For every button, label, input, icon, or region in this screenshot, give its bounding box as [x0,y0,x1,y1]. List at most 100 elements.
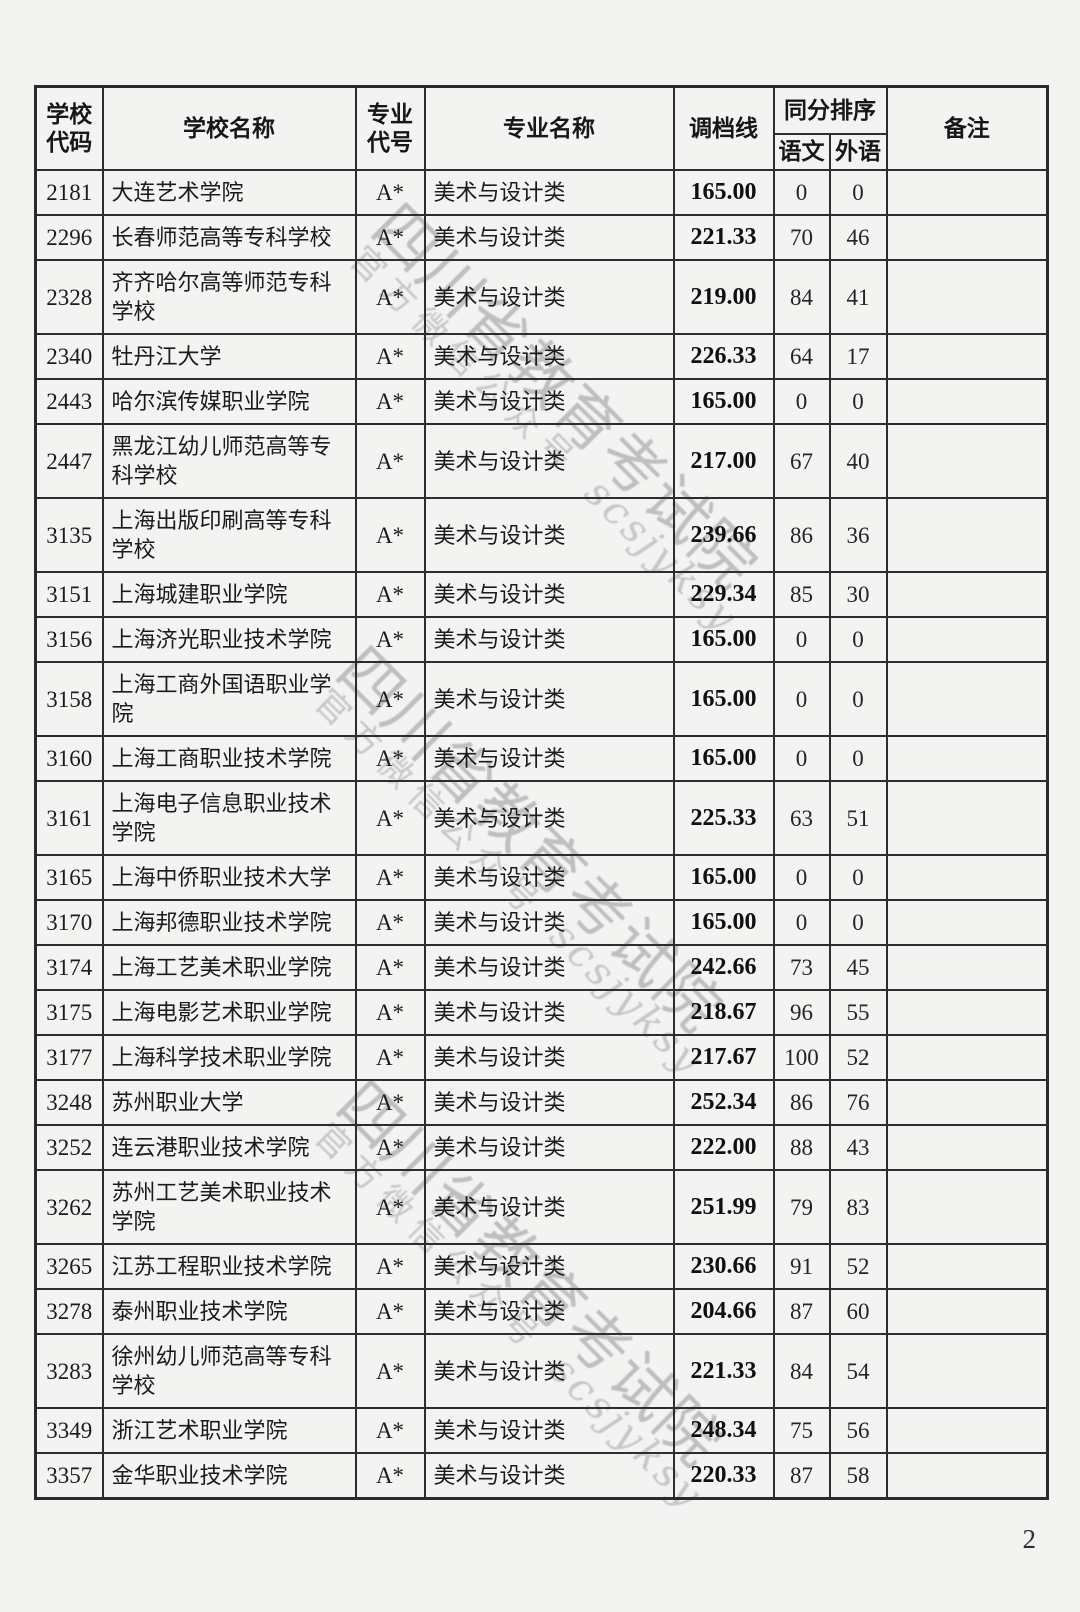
cell-foreign-rank: 55 [828,989,888,1036]
cell-major-name: 美术与设计类 [423,735,675,782]
cell-major-code: A* [354,497,426,573]
cell-school-name: 上海电子信息职业技术学院 [101,780,357,856]
cell-cutoff-score: 221.33 [672,214,775,261]
cell-remark [885,1124,1049,1171]
table-row: 2296 长春师范高等专科学校 A* 美术与设计类 221.33 70 46 [34,214,1049,261]
cell-major-name: 美术与设计类 [423,1124,675,1171]
cell-major-name: 美术与设计类 [423,1407,675,1454]
cell-chinese-rank: 85 [772,571,831,618]
cell-school-name: 长春师范高等专科学校 [101,214,357,261]
cell-chinese-rank: 67 [772,423,831,499]
table-row: 3170 上海邦德职业技术学院 A* 美术与设计类 165.00 0 0 [34,899,1049,946]
table-row: 3160 上海工商职业技术学院 A* 美术与设计类 165.00 0 0 [34,735,1049,782]
cell-foreign-rank: 0 [828,169,888,216]
cell-school-code: 2328 [34,259,104,335]
table-row: 3135 上海出版印刷高等专科学校 A* 美术与设计类 239.66 86 36 [34,497,1049,573]
table-row: 3161 上海电子信息职业技术学院 A* 美术与设计类 225.33 63 51 [34,780,1049,856]
cell-school-code: 3170 [34,899,104,946]
cell-cutoff-score: 219.00 [672,259,775,335]
cell-school-name: 上海电影艺术职业学院 [101,989,357,1036]
cell-cutoff-score: 165.00 [672,854,775,901]
cell-school-code: 3265 [34,1243,104,1290]
cell-remark [885,780,1049,856]
cell-school-name: 上海科学技术职业学院 [101,1034,357,1081]
cell-chinese-rank: 0 [772,169,831,216]
cell-chinese-rank: 86 [772,497,831,573]
cell-school-code: 2181 [34,169,104,216]
cell-cutoff-score: 251.99 [672,1169,775,1245]
cell-cutoff-score: 242.66 [672,944,775,991]
cell-chinese-rank: 75 [772,1407,831,1454]
cell-cutoff-score: 218.67 [672,989,775,1036]
cell-chinese-rank: 0 [772,378,831,425]
cell-cutoff-score: 252.34 [672,1079,775,1126]
cell-cutoff-score: 204.66 [672,1288,775,1335]
cell-school-code: 3283 [34,1333,104,1409]
cell-remark [885,854,1049,901]
cell-cutoff-score: 165.00 [672,616,775,663]
table-row: 2447 黑龙江幼儿师范高等专科学校 A* 美术与设计类 217.00 67 4… [34,423,1049,499]
cell-major-code: A* [354,1243,426,1290]
cell-cutoff-score: 226.33 [672,333,775,380]
cell-school-name: 上海工商外国语职业学院 [101,661,357,737]
cell-remark [885,169,1049,216]
cell-school-code: 3160 [34,735,104,782]
cell-school-name: 浙江艺术职业学院 [101,1407,357,1454]
cell-major-code: A* [354,616,426,663]
cell-major-code: A* [354,259,426,335]
cell-remark [885,1079,1049,1126]
cell-cutoff-score: 230.66 [672,1243,775,1290]
cell-remark [885,1452,1049,1500]
cell-remark [885,899,1049,946]
cell-school-code: 2443 [34,378,104,425]
header-foreign-rank: 外语 [828,133,888,171]
cell-school-code: 3177 [34,1034,104,1081]
cell-cutoff-score: 165.00 [672,661,775,737]
cell-cutoff-score: 229.34 [672,571,775,618]
cell-remark [885,333,1049,380]
cell-school-code: 3135 [34,497,104,573]
cell-remark [885,735,1049,782]
table-body: 2181 大连艺术学院 A* 美术与设计类 165.00 0 0 2296 长春… [34,169,1049,1500]
cell-school-name: 上海邦德职业技术学院 [101,899,357,946]
cell-remark [885,944,1049,991]
cell-foreign-rank: 51 [828,780,888,856]
cell-remark [885,1169,1049,1245]
cell-remark [885,378,1049,425]
cell-remark [885,1288,1049,1335]
cell-foreign-rank: 0 [828,616,888,663]
table-header: 学校代码 学校名称 专业代号 专业名称 调档线 同分排序 备注 语文 外语 [34,85,1049,171]
cell-chinese-rank: 63 [772,780,831,856]
cell-major-name: 美术与设计类 [423,497,675,573]
cell-chinese-rank: 87 [772,1452,831,1500]
cell-school-name: 苏州工艺美术职业技术学院 [101,1169,357,1245]
table-row: 3177 上海科学技术职业学院 A* 美术与设计类 217.67 100 52 [34,1034,1049,1081]
cell-school-code: 2296 [34,214,104,261]
cell-school-name: 徐州幼儿师范高等专科学校 [101,1333,357,1409]
cell-cutoff-score: 217.00 [672,423,775,499]
cell-chinese-rank: 96 [772,989,831,1036]
cell-major-name: 美术与设计类 [423,1169,675,1245]
table-row: 3278 泰州职业技术学院 A* 美术与设计类 204.66 87 60 [34,1288,1049,1335]
cell-foreign-rank: 76 [828,1079,888,1126]
cell-chinese-rank: 70 [772,214,831,261]
cell-major-code: A* [354,169,426,216]
cell-cutoff-score: 222.00 [672,1124,775,1171]
header-school-code: 学校代码 [34,85,104,171]
cell-major-name: 美术与设计类 [423,1243,675,1290]
cell-major-code: A* [354,735,426,782]
cell-school-name: 上海城建职业学院 [101,571,357,618]
cell-chinese-rank: 79 [772,1169,831,1245]
cell-foreign-rank: 54 [828,1333,888,1409]
cell-school-code: 3156 [34,616,104,663]
cell-remark [885,616,1049,663]
cell-foreign-rank: 52 [828,1243,888,1290]
cell-major-code: A* [354,661,426,737]
table-row: 3357 金华职业技术学院 A* 美术与设计类 220.33 87 58 [34,1452,1049,1500]
cell-major-code: A* [354,1407,426,1454]
cell-school-name: 上海工艺美术职业学院 [101,944,357,991]
cell-cutoff-score: 221.33 [672,1333,775,1409]
table-row: 2340 牡丹江大学 A* 美术与设计类 226.33 64 17 [34,333,1049,380]
cell-remark [885,497,1049,573]
header-major-code: 专业代号 [354,85,426,171]
